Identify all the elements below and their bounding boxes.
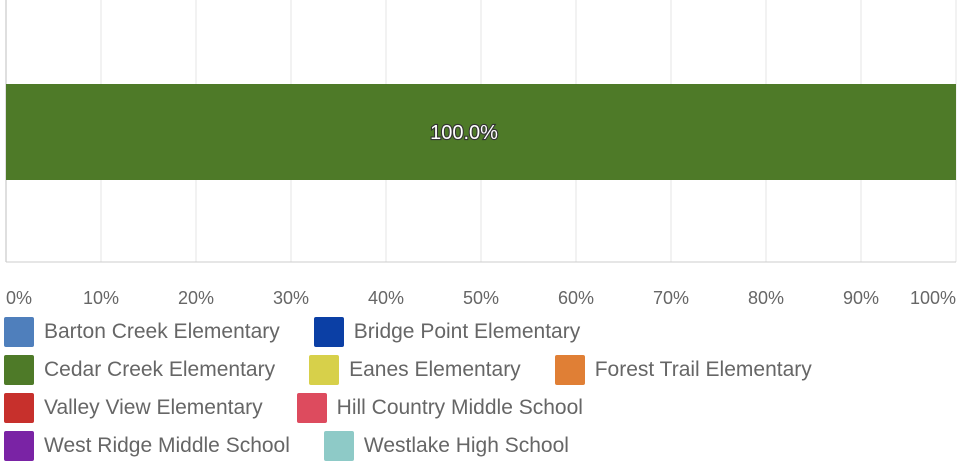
legend-item[interactable]: Westlake High School [323,431,569,461]
legend-item[interactable]: Valley View Elementary [4,393,263,423]
x-tick-label: 70% [653,288,689,308]
legend-swatch [4,355,34,385]
legend: Barton Creek Elementary Bridge Point Elem… [4,313,954,465]
x-tick-label: 90% [843,288,879,308]
legend-item[interactable]: Bridge Point Elementary [313,317,581,347]
legend-item[interactable]: Forest Trail Elementary [554,355,812,385]
legend-swatch [4,393,34,423]
legend-label: Eanes Elementary [349,358,521,381]
legend-label: Barton Creek Elementary [44,320,280,343]
legend-label: West Ridge Middle School [44,434,290,457]
legend-item[interactable]: Cedar Creek Elementary [4,355,275,385]
legend-swatch [554,355,585,385]
x-tick-label: 100% [910,288,956,308]
legend-label: Valley View Elementary [44,396,263,419]
x-tick-label: 10% [83,288,119,308]
legend-item[interactable]: Hill Country Middle School [296,393,583,423]
x-axis-ticks: 0% 10% 20% 30% 40% 50% 60% 70% 80% 90% 100% [6,288,956,308]
bar-segment[interactable] [6,84,956,180]
legend-swatch [309,355,340,385]
legend-item[interactable]: Eanes Elementary [309,355,521,385]
legend-swatch [4,431,34,461]
legend-row: West Ridge Middle School Westlake High Sc… [4,427,954,465]
x-tick-label: 30% [273,288,309,308]
legend-item[interactable]: West Ridge Middle School [4,431,290,461]
legend-label: Hill Country Middle School [336,396,583,419]
legend-label: Cedar Creek Elementary [44,358,276,381]
legend-row: Barton Creek Elementary Bridge Point Elem… [4,313,954,351]
x-tick-label: 80% [748,288,784,308]
legend-row: Valley View Elementary Hill Country Middl… [4,389,954,427]
legend-label: Forest Trail Elementary [594,358,812,381]
bar-chart: 100.0% 0% 10% 20% 30% 40% 50% 60% 70% 80% 90% 100% [5,0,957,308]
x-tick-label: 20% [178,288,214,308]
legend-row: Cedar Creek Elementary Eanes Elementary Fo… [4,351,954,389]
legend-swatch [313,317,344,347]
legend-item[interactable]: Barton Creek Elementary [4,317,280,347]
bars: 100.0% [6,84,956,180]
legend-swatch [4,317,34,347]
legend-label: Westlake High School [363,434,569,457]
x-tick-label: 0% [6,288,32,308]
x-tick-label: 40% [368,288,404,308]
bar-data-label: 100.0% [430,122,498,144]
legend-swatch [323,431,354,461]
legend-swatch [296,393,327,423]
x-tick-label: 60% [558,288,594,308]
legend-label: Bridge Point Elementary [353,320,581,343]
x-tick-label: 50% [463,288,499,308]
